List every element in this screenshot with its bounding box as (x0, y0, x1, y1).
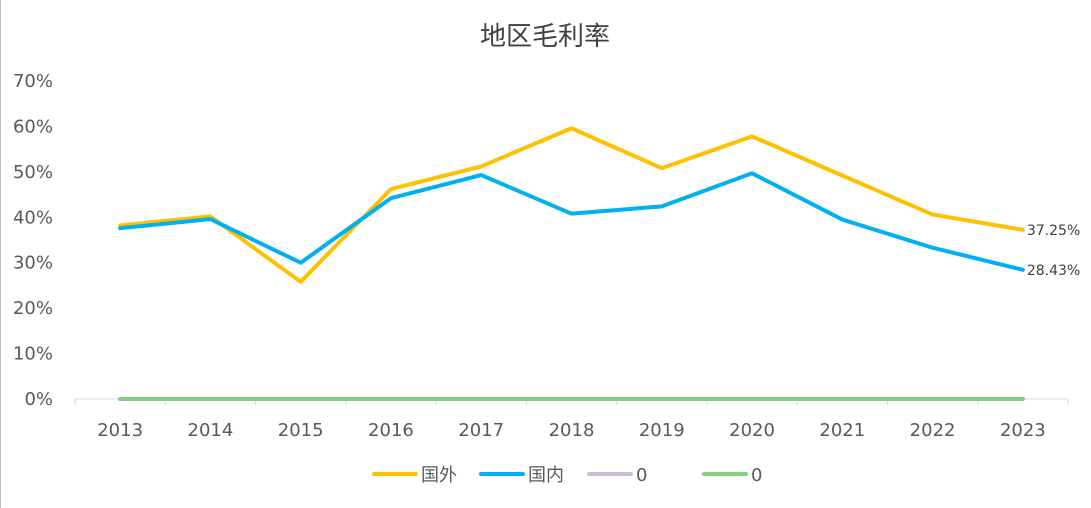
legend-label: 0 (636, 465, 647, 486)
data-label: 37.25% (1027, 223, 1080, 239)
y-tick-label: 40% (13, 207, 53, 228)
y-tick-label: 70% (13, 71, 53, 92)
legend-label: 0 (751, 465, 762, 486)
y-axis: 0% 10% 20% 30% 40% 50% 60% 70% (13, 71, 53, 410)
series-layer: 37.25% 28.43% (118, 126, 1080, 401)
x-tick-label: 2017 (458, 420, 504, 441)
legend[interactable]: 国外 国内 0 0 (372, 465, 762, 486)
x-tick-label: 2014 (188, 420, 234, 441)
x-tick-label: 2019 (639, 420, 685, 441)
y-tick-label: 20% (13, 298, 53, 319)
x-tick-label: 2015 (278, 420, 324, 441)
series-line-1 (118, 171, 1025, 272)
x-tick-label: 2020 (729, 420, 775, 441)
y-tick-label: 30% (13, 253, 53, 274)
y-tick-label: 50% (13, 162, 53, 183)
legend-label: 国内 (528, 465, 564, 486)
data-label: 28.43% (1027, 263, 1080, 279)
y-tick-label: 0% (24, 389, 53, 410)
x-tick-label: 2021 (819, 420, 865, 441)
x-tick-label: 2013 (97, 420, 143, 441)
y-tick-label: 10% (13, 344, 53, 365)
x-tick-label: 2018 (549, 420, 595, 441)
y-tick-label: 60% (13, 116, 53, 137)
x-tick-label: 2022 (910, 420, 956, 441)
legend-item[interactable]: 0 (702, 465, 762, 486)
x-tick-label: 2023 (1000, 420, 1046, 441)
legend-label: 国外 (421, 465, 457, 486)
x-tick-label: 2016 (368, 420, 414, 441)
chart-title: 地区毛利率 (480, 22, 610, 52)
legend-item[interactable]: 国内 (479, 465, 564, 486)
legend-item[interactable]: 0 (587, 465, 647, 486)
legend-item[interactable]: 国外 (372, 465, 457, 486)
series-line-0 (118, 126, 1025, 284)
